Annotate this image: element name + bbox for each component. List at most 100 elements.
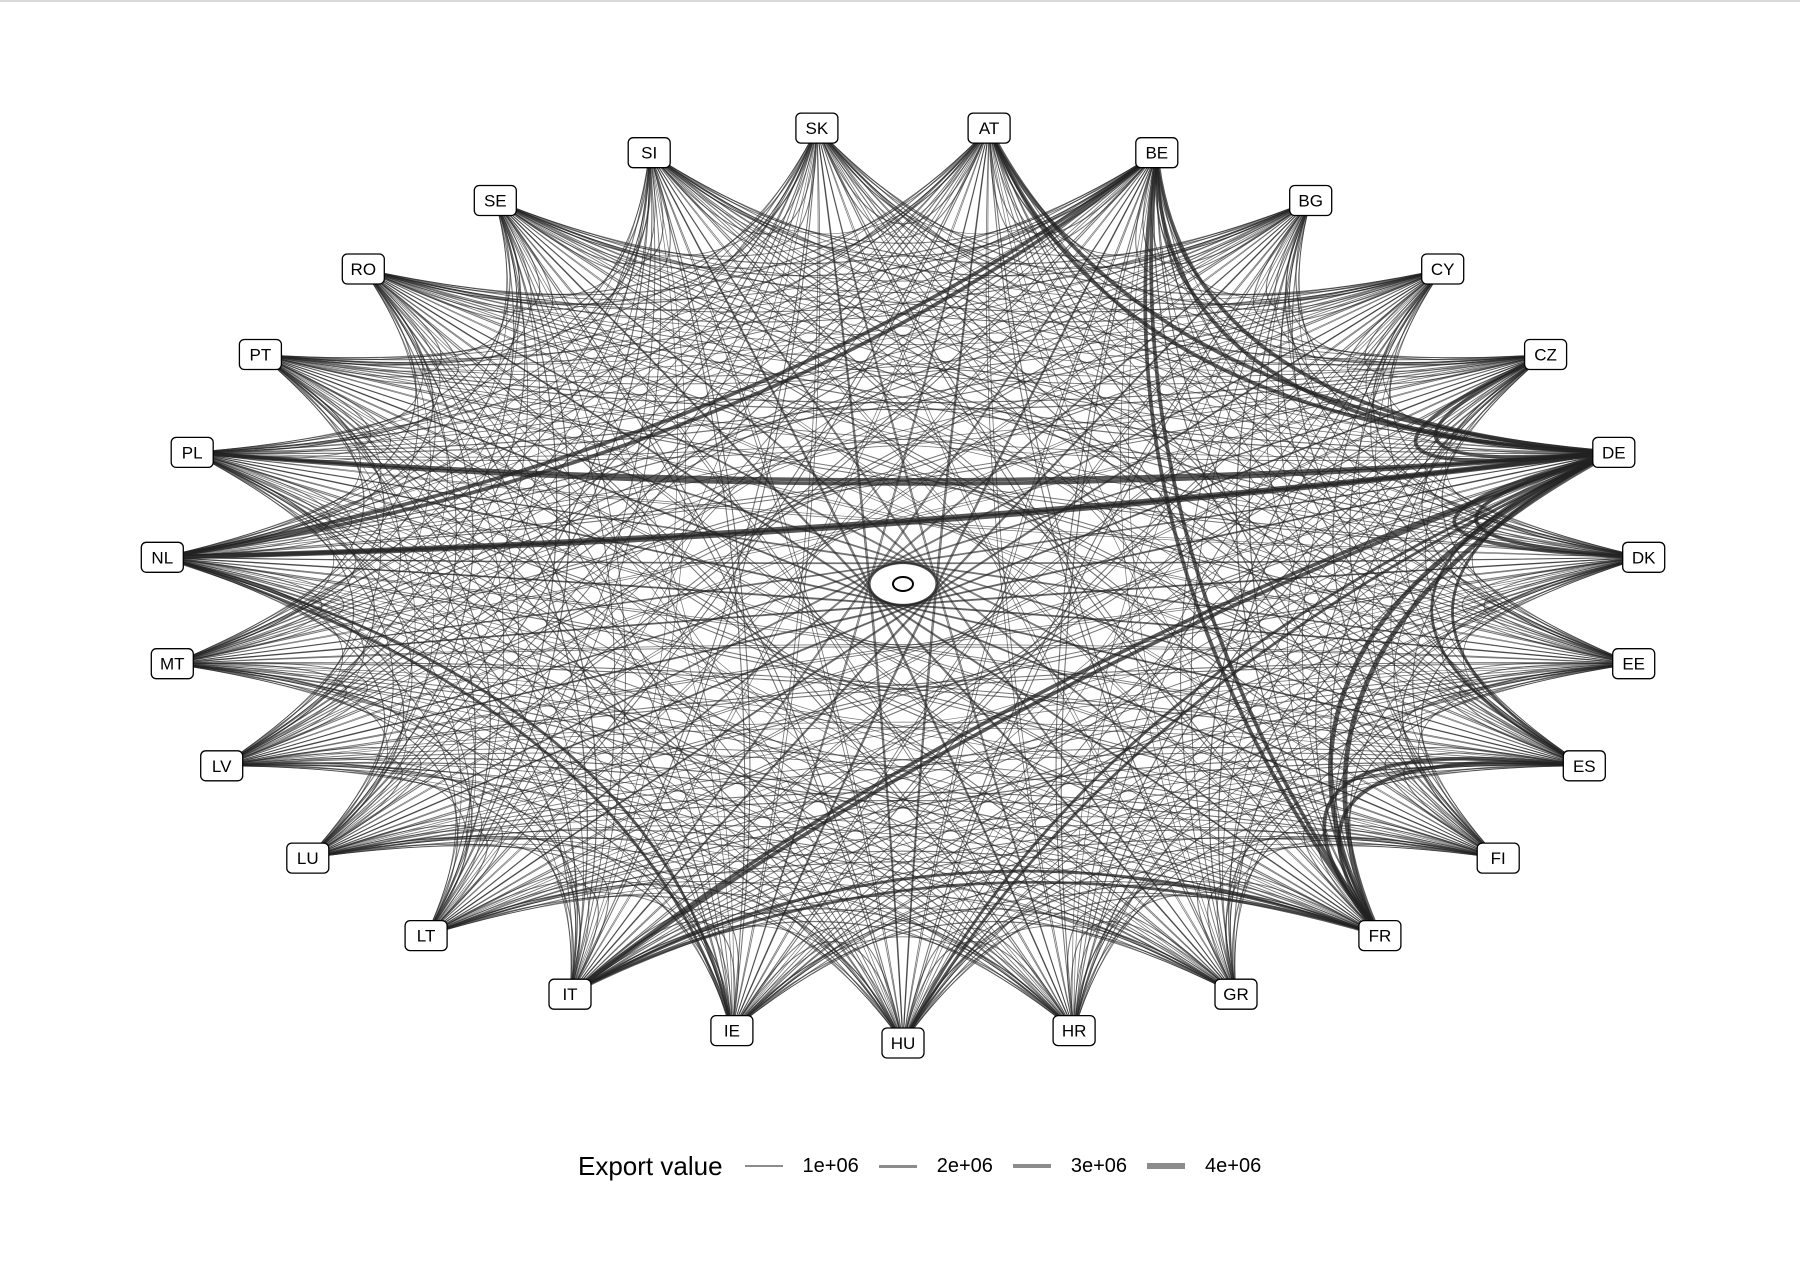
edge <box>172 152 1158 665</box>
edge <box>816 127 1158 248</box>
edge <box>363 268 1644 558</box>
node-box <box>1622 541 1666 573</box>
edge <box>192 200 522 453</box>
edge-heavy <box>162 450 1615 560</box>
node-box <box>710 1014 754 1047</box>
edge <box>425 556 1644 936</box>
center-hole <box>892 576 914 592</box>
edge <box>363 152 656 311</box>
edge <box>494 200 904 1044</box>
edge <box>172 200 1311 665</box>
node-nl: NL <box>140 541 184 573</box>
legend-label-2: 2e+06 <box>936 1154 993 1177</box>
edge <box>307 127 818 859</box>
edge <box>648 152 1546 366</box>
edge <box>816 127 1546 363</box>
edge <box>648 127 990 235</box>
edge-heavy <box>568 450 1615 996</box>
edge <box>260 127 818 363</box>
edge <box>731 908 1237 1032</box>
edge <box>260 354 904 1044</box>
edge <box>260 354 416 859</box>
edge <box>307 843 1075 1031</box>
edge <box>192 127 818 453</box>
node-box <box>1289 184 1333 217</box>
edge <box>1382 268 1614 453</box>
edge <box>425 152 1158 936</box>
edge <box>363 268 1546 378</box>
node-box <box>1135 137 1179 169</box>
edge <box>162 556 345 665</box>
edge <box>162 152 650 558</box>
edge <box>307 825 488 936</box>
node-box <box>795 112 839 144</box>
node-fr: FR <box>1358 919 1402 952</box>
node-sk: SK <box>795 112 839 144</box>
node-box <box>627 137 671 169</box>
legend-line-2 <box>878 1164 917 1168</box>
node-at: AT <box>967 112 1011 144</box>
edge <box>988 128 1237 995</box>
edge <box>648 152 751 1031</box>
edge <box>172 663 1499 859</box>
edge <box>495 127 990 269</box>
node-lt: LT <box>404 919 448 952</box>
node-lv: LV <box>200 750 244 782</box>
node-ee: EE <box>1612 648 1656 680</box>
edge <box>162 556 572 995</box>
edge <box>902 268 1443 1044</box>
edge <box>162 556 457 936</box>
edge-heavy <box>1154 152 1614 455</box>
edge-heavy <box>568 450 1615 996</box>
edge <box>162 200 508 558</box>
edge <box>260 268 459 385</box>
legend-label-3: 3e+06 <box>1070 1154 1128 1177</box>
edge <box>494 200 616 995</box>
edge <box>172 663 572 995</box>
edge <box>191 451 375 767</box>
edge-heavy <box>192 450 1614 482</box>
edge <box>731 451 1614 1031</box>
edge <box>172 268 419 665</box>
node-hu: HU <box>881 1027 925 1059</box>
node-label: IT <box>562 985 577 1004</box>
legend-item-3: 3e+06 <box>1012 1154 1128 1178</box>
edge <box>162 268 1443 558</box>
edge <box>731 354 1546 1031</box>
edge <box>425 128 818 936</box>
edge <box>172 354 385 665</box>
edge <box>172 200 509 665</box>
node-box <box>170 436 214 469</box>
node-box <box>881 1027 925 1059</box>
edge <box>816 127 1075 1031</box>
edge <box>363 152 1158 301</box>
node-label: CZ <box>1534 346 1557 365</box>
edge <box>307 127 990 859</box>
legend-item-2: 2e+06 <box>878 1154 993 1178</box>
edge <box>1424 354 1644 558</box>
legend-line-4 <box>1147 1163 1186 1169</box>
node-dk: DK <box>1622 541 1666 573</box>
edge <box>816 127 1075 1031</box>
edge-heavy <box>1143 152 1382 937</box>
edge <box>1154 152 1443 301</box>
edge <box>260 354 1614 458</box>
edge <box>1073 663 1634 1031</box>
edge <box>260 152 650 361</box>
edge <box>1055 152 1158 1031</box>
edge <box>425 892 733 1031</box>
node-box <box>1592 436 1636 469</box>
edge <box>1235 200 1381 936</box>
edge <box>172 452 356 665</box>
edge <box>816 128 904 1044</box>
node-box <box>1612 648 1656 680</box>
edge <box>260 354 733 1031</box>
node-it: IT <box>548 978 592 1010</box>
edge <box>816 127 1614 453</box>
edge <box>221 747 422 859</box>
edge <box>221 758 483 936</box>
edge <box>569 128 818 995</box>
top-rule <box>0 0 1800 2</box>
edge <box>192 451 1075 1031</box>
edge <box>731 936 1075 1031</box>
